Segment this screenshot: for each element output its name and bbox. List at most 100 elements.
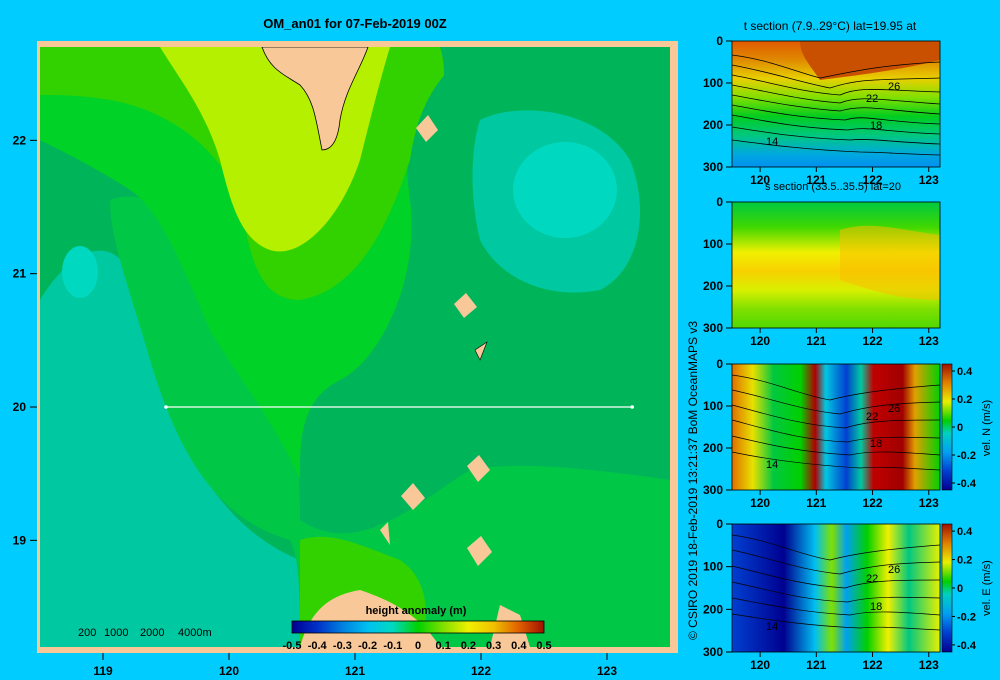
vele-label-26: 26 (888, 564, 900, 576)
salt-frame (731, 201, 941, 329)
veln-colorbar-label: vel. N (m/s) (981, 400, 993, 456)
land-islet-6 (467, 536, 492, 566)
veln-contour-5 (731, 435, 941, 456)
veln-colorbar-ticks: 0.4 0.2 0 -0.2 -0.4 (952, 366, 977, 490)
depth-key-4000: 4000m (178, 627, 212, 639)
vele-panel: 26 22 18 14 0.4 0.2 0 -0.2 -0.4 vel. E (m/s) (731, 523, 993, 653)
map-axes: 119 120 121 122 123 22 21 20 19 (13, 133, 618, 678)
colorbar-tick-3: -0.2 (358, 640, 377, 652)
panel3-x-label-3: 123 (919, 658, 939, 672)
land-taiwan (261, 47, 369, 151)
colorbar-tick-10: 0.5 (536, 640, 551, 652)
depth-key-200: 200 (78, 627, 96, 639)
panel0-x-label-0: 120 (750, 173, 770, 187)
panel0-y-label-1: 100 (703, 76, 723, 90)
panel2-x-label-0: 120 (750, 496, 770, 510)
panel-axes: 0 100 200 300 120 121 122 123 0 100 200 300 120 121 12… (703, 34, 939, 672)
veln-contour-2 (731, 389, 941, 415)
colorbar-tick-2: -0.3 (333, 640, 352, 652)
map-x-label-4: 123 (597, 664, 617, 678)
vele-frame (731, 523, 941, 653)
credit-line: © CSIRO 2019 18-Feb-2019 13:21:37 BoM Oc… (686, 320, 700, 640)
temp-contour-9 (731, 139, 941, 156)
veln-label-14: 14 (766, 459, 778, 471)
veln-cb-tick-4: -0.4 (957, 478, 977, 490)
map-x-label-2: 121 (345, 664, 365, 678)
panel0-y-label-3: 300 (703, 160, 723, 174)
panel0-x-label-3: 123 (919, 173, 939, 187)
colorbar: height anomaly (m) -0.5 -0.4 -0.3 -0.2 -0.1 0… (283, 605, 552, 652)
veln-contour-1 (731, 374, 941, 401)
temp-contour-8 (731, 126, 941, 145)
section-start-marker (164, 405, 168, 409)
salt-max-core (840, 225, 940, 300)
colorbar-tick-7: 0.2 (461, 640, 476, 652)
panel0-x-label-2: 122 (863, 173, 883, 187)
panel1-x-label-2: 122 (863, 334, 883, 348)
map-title: OM_an01 for 07-Feb-2019 00Z (263, 16, 447, 31)
temp-contour-1 (731, 54, 941, 79)
depth-key-1000: 1000 (104, 627, 128, 639)
map-y-label-1: 21 (13, 267, 27, 281)
colorbar-ticks: -0.5 -0.4 -0.3 -0.2 -0.1 0 0.1 0.2 0.3 0.4 0.5 (283, 640, 552, 652)
vele-field (732, 524, 940, 652)
vele-contour-3 (731, 565, 941, 589)
veln-panel: 26 22 18 14 0.4 0.2 0 -0.2 -0.4 vel. N (m/s) (731, 363, 993, 491)
veln-label-26: 26 (888, 403, 900, 415)
veln-cb-tick-0: 0.4 (957, 366, 973, 378)
vele-label-22: 22 (866, 573, 878, 585)
temp-label-26: 26 (888, 81, 900, 93)
panel1-y-label-1: 100 (703, 237, 723, 251)
land-islet-3 (474, 341, 488, 361)
colorbar-tick-6: 0.1 (436, 640, 451, 652)
panel3-x-label-0: 120 (750, 658, 770, 672)
vele-contour-5 (731, 597, 941, 616)
temp-panel: 26 22 18 14 (731, 40, 941, 168)
colorbar-tick-5: 0 (415, 640, 421, 652)
colorbar-tick-0: -0.5 (283, 640, 302, 652)
vele-label-18: 18 (870, 601, 882, 613)
colorbar-tick-8: 0.3 (486, 640, 501, 652)
veln-frame (731, 363, 941, 491)
land-islet-1 (416, 115, 438, 142)
land-islet-2 (454, 293, 477, 318)
colorbar-bar (291, 620, 545, 634)
temp-warm-core (800, 41, 940, 80)
map-x-label-1: 120 (219, 664, 239, 678)
field-sw-cyan (40, 420, 230, 647)
salt-panel (731, 201, 941, 329)
vele-cb-tick-1: 0.2 (957, 555, 972, 567)
temp-contour-5 (731, 94, 941, 115)
panel3-x-label-2: 122 (863, 658, 883, 672)
veln-cb-tick-1: 0.2 (957, 394, 972, 406)
panel2-x-label-1: 121 (806, 496, 826, 510)
vele-colorbar-ticks: 0.4 0.2 0 -0.2 -0.4 (952, 526, 977, 652)
panel2-y-label-0: 0 (716, 357, 723, 371)
panel1-y-label-3: 300 (703, 321, 723, 335)
map-y-label-3: 19 (13, 533, 27, 547)
panel1-x-label-3: 123 (919, 334, 939, 348)
panel0-y-label-2: 200 (703, 118, 723, 132)
panel3-x-label-1: 121 (806, 658, 826, 672)
veln-contour-4 (731, 419, 941, 443)
veln-cb-tick-2: 0 (957, 422, 963, 434)
map-y-label-0: 22 (13, 133, 27, 147)
temp-panel-title: t section (7.9..29°C) lat=19.95 at (744, 19, 917, 33)
veln-cb-tick-3: -0.2 (957, 450, 976, 462)
vele-contour-1 (731, 534, 941, 561)
panel3-y-label-1: 100 (703, 560, 723, 574)
veln-colorbar (941, 363, 953, 491)
depth-key: 200 1000 2000 4000m (78, 627, 212, 639)
field-west-spot (62, 246, 98, 298)
panel0-y-label-0: 0 (716, 34, 723, 48)
land-islet-5 (401, 483, 425, 510)
temp-contour-4 (731, 84, 941, 105)
salt-panel-title: s section (33.5..35.5) lat=20 (765, 181, 901, 193)
land-islet-7 (380, 522, 390, 545)
temp-contour-3 (731, 74, 941, 96)
panel2-x-label-2: 122 (863, 496, 883, 510)
panel3-y-label-2: 200 (703, 602, 723, 616)
temp-label-18: 18 (870, 120, 882, 132)
panel2-x-label-3: 123 (919, 496, 939, 510)
